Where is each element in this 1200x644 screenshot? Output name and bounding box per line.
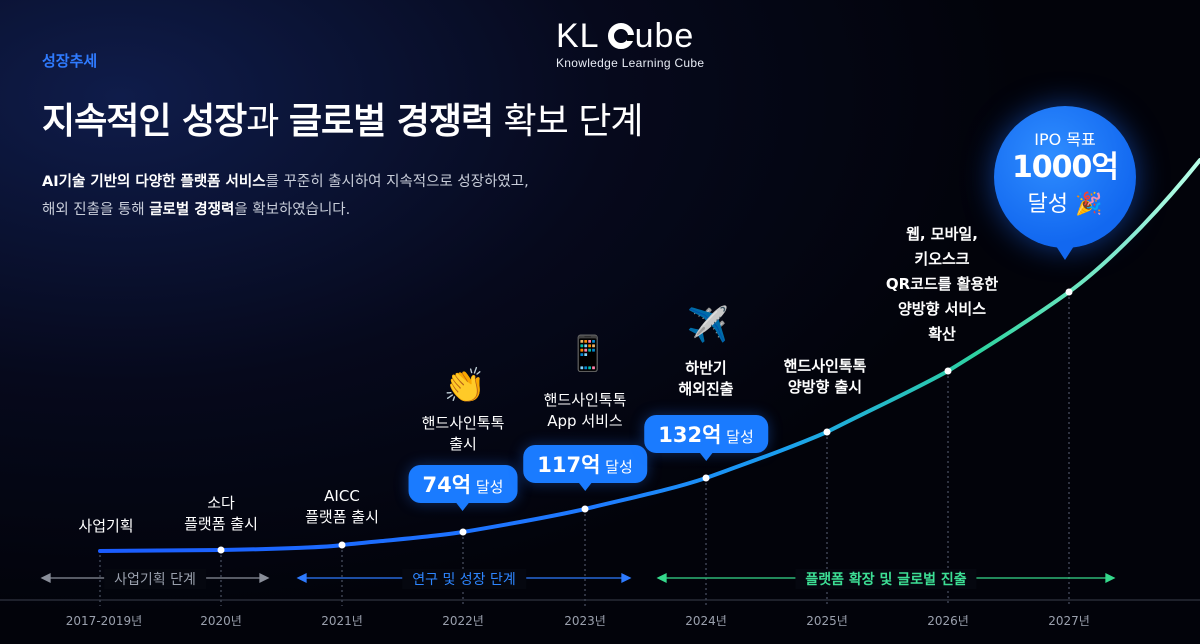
- phase-label-research-growth: 연구 및 성장 단계: [402, 569, 526, 589]
- description: AI기술 기반의 다양한 플랫폼 서비스를 꾸준히 출시하여 지속적으로 성장하…: [42, 168, 529, 224]
- milestone-line: App 서비스: [547, 412, 623, 430]
- logo-wordmark: KL ube: [556, 18, 716, 54]
- point-2024: [702, 474, 710, 482]
- point-2023: [581, 505, 589, 513]
- milestone-handsign-app: 핸드사인톡톡 App 서비스: [544, 390, 627, 432]
- logo-c-ring: [607, 23, 635, 49]
- milestone-line: AICC: [324, 487, 360, 505]
- title-part-2: 과: [246, 101, 289, 142]
- ipo-value: 1000억: [1011, 150, 1119, 185]
- milestone-line: 확산: [928, 325, 956, 343]
- milestone-line: 플랫폼 출시: [184, 515, 258, 533]
- page-title: 지속적인 성장과 글로벌 경쟁력 확보 단계: [42, 92, 644, 144]
- revenue-badge-2024: 132억 달성: [644, 415, 768, 453]
- milestone-line: 하반기: [685, 359, 727, 377]
- desc-bold-1: AI기술 기반의 다양한 플랫폼 서비스: [42, 174, 266, 190]
- milestone-line: QR코드를 활용한: [885, 275, 999, 293]
- year-label: 2025년: [806, 614, 848, 628]
- point-2026: [944, 367, 952, 375]
- badge-value: 74억: [422, 473, 472, 497]
- phase-label-planning: 사업기획 단계: [104, 569, 206, 589]
- milestone-line: 플랫폼 출시: [305, 508, 379, 526]
- milestone-line: 양방향 출시: [787, 378, 863, 396]
- ipo-goal-bubble: IPO 목표 1000억 달성 🎉: [994, 106, 1136, 260]
- milestone-line: 핸드사인톡톡: [421, 414, 505, 432]
- milestone-soda-platform: 소다 플랫폼 출시: [184, 493, 258, 535]
- point-2027: [1065, 288, 1073, 296]
- badge-suffix: 달성: [471, 478, 504, 496]
- ipo-label: IPO 목표: [1034, 130, 1096, 149]
- milestone-line: 출시: [449, 435, 477, 453]
- year-label: 2024년: [685, 614, 727, 628]
- logo-subtitle: Knowledge Learning Cube: [556, 56, 705, 70]
- desc-start-2: 해외 진출을 통해: [42, 202, 150, 218]
- desc-rest-1: 를 꾸준히 출시하여 지속적으로 성장하였고,: [265, 174, 529, 190]
- year-label: 2026년: [927, 614, 969, 628]
- badge-suffix: 달성: [600, 458, 633, 476]
- badge-value: 117억: [537, 453, 601, 477]
- curve-points: [217, 288, 1073, 554]
- airplane-icon: ✈️: [686, 305, 730, 345]
- milestone-line: 해외진출: [678, 380, 734, 398]
- milestone-line: 웹, 모바일,: [906, 225, 978, 243]
- section-tag: 성장추세: [42, 52, 98, 70]
- point-2020: [217, 546, 225, 554]
- milestone-business-planning: 사업기획: [78, 517, 134, 535]
- milestone-line: 키오스크: [914, 250, 970, 268]
- clap-icon: 👏: [443, 366, 487, 406]
- year-label: 2027년: [1048, 614, 1090, 628]
- title-part-4: 확보 단계: [493, 101, 644, 142]
- milestone-aicc-platform: AICC 플랫폼 출시: [305, 486, 379, 528]
- milestone-handsign-launch: 핸드사인톡톡 출시: [422, 413, 505, 455]
- milestone-line: 소다: [207, 494, 235, 512]
- point-2025: [823, 428, 831, 436]
- desc-rest-2: 을 확보하였습니다.: [234, 202, 351, 218]
- year-label: 2017-2019년: [65, 614, 143, 628]
- milestone-overseas-expansion: 하반기 해외진출: [678, 358, 733, 400]
- year-label: 2023년: [564, 614, 606, 628]
- milestone-line: 핸드사인톡톡: [543, 391, 627, 409]
- milestone-line: 핸드사인톡톡: [783, 357, 867, 375]
- milestone-handsign-bidirectional: 핸드사인톡톡 양방향 출시: [784, 356, 867, 398]
- party-icon: 🎉: [1075, 192, 1103, 217]
- year-label: 2022년: [442, 614, 484, 628]
- title-part-1: 지속적인 성장: [42, 101, 247, 142]
- desc-bold-2: 글로벌 경쟁력: [149, 202, 235, 218]
- point-2021: [338, 541, 346, 549]
- phase-label-global-expansion: 플랫폼 확장 및 글로벌 진출: [795, 569, 977, 589]
- badge-suffix: 달성: [721, 428, 754, 446]
- year-label: 2020년: [200, 614, 242, 628]
- desc-line-1: AI기술 기반의 다양한 플랫폼 서비스를 꾸준히 출시하여 지속적으로 성장하…: [42, 168, 529, 196]
- milestone-line: 양방향 서비스: [897, 300, 987, 318]
- ipo-achieve-text: 달성: [1027, 192, 1069, 217]
- point-2022: [459, 528, 467, 536]
- revenue-badge-2023: 117억 달성: [523, 445, 647, 483]
- year-label: 2021년: [321, 614, 363, 628]
- title-part-3: 글로벌 경쟁력: [288, 101, 494, 142]
- phone-icon: 📱: [566, 334, 610, 374]
- company-logo: KL ube Knowledge Learning Cube: [556, 18, 716, 70]
- logo-ube: ube: [634, 17, 695, 55]
- ipo-achieve: 달성 🎉: [994, 186, 1136, 218]
- badge-value: 132억: [658, 423, 722, 447]
- milestone-service-expansion: 웹, 모바일, 키오스크 QR코드를 활용한 양방향 서비스 확산: [886, 222, 998, 347]
- logo-kl: KL: [556, 17, 600, 55]
- desc-line-2: 해외 진출을 통해 글로벌 경쟁력을 확보하였습니다.: [42, 196, 529, 224]
- revenue-badge-2022: 74억 달성: [408, 465, 518, 503]
